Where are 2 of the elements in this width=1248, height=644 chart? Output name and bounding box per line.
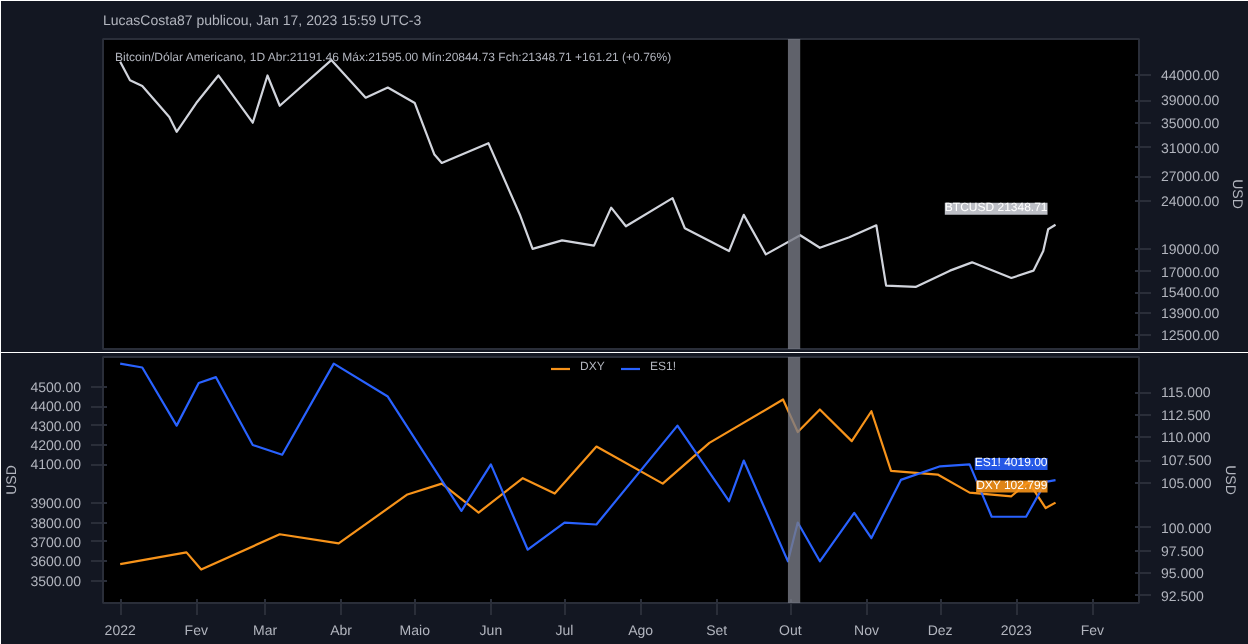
line-series: [119, 398, 1057, 571]
line-series: [119, 362, 1057, 563]
